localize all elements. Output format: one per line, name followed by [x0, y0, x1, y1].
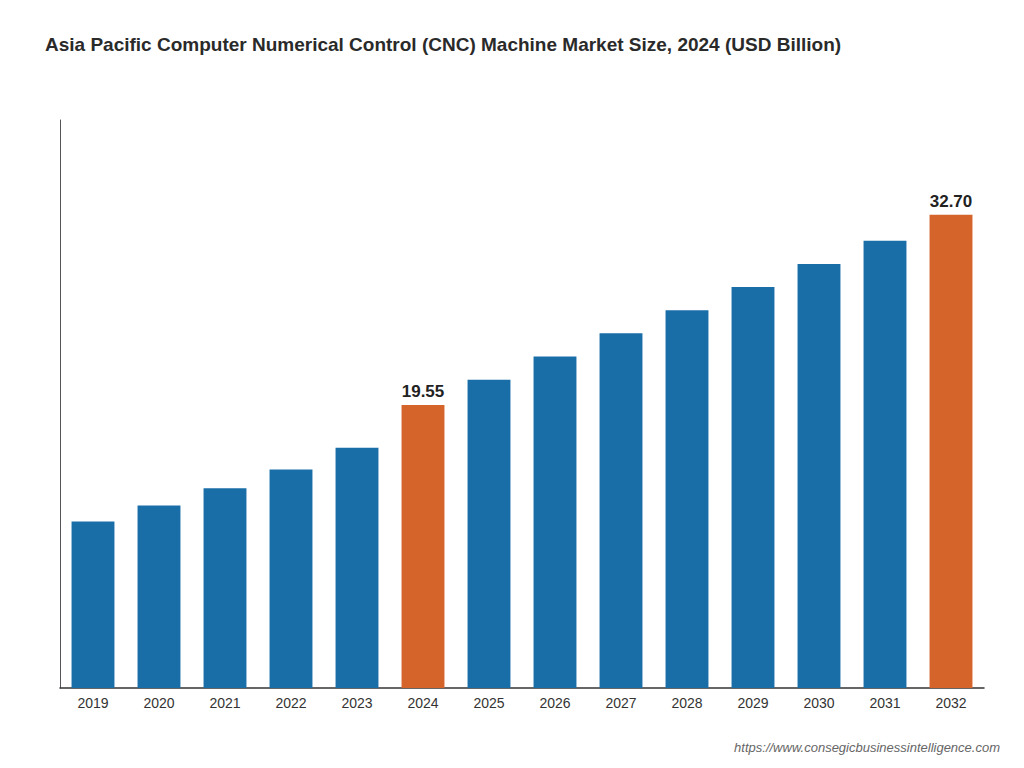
svg-text:Asia Pacific Computer Numerica: Asia Pacific Computer Numerical Control …	[45, 34, 841, 55]
svg-text:2025: 2025	[473, 695, 504, 711]
svg-text:2020: 2020	[143, 695, 174, 711]
svg-text:2030: 2030	[803, 695, 834, 711]
svg-text:2019: 2019	[77, 695, 108, 711]
svg-text:2022: 2022	[275, 695, 306, 711]
svg-text:2029: 2029	[737, 695, 768, 711]
svg-text:2021: 2021	[209, 695, 240, 711]
svg-text:2024: 2024	[407, 695, 438, 711]
svg-text:2032: 2032	[935, 695, 966, 711]
svg-text:2028: 2028	[671, 695, 702, 711]
svg-text:2023: 2023	[341, 695, 372, 711]
svg-text:19.55: 19.55	[402, 382, 445, 401]
svg-text:32.70: 32.70	[930, 192, 973, 211]
svg-text:2027: 2027	[605, 695, 636, 711]
svg-text:2031: 2031	[869, 695, 900, 711]
svg-text:https://www.consegicbusinessin: https://www.consegicbusinessintelligence…	[734, 740, 1000, 755]
svg-text:2026: 2026	[539, 695, 570, 711]
